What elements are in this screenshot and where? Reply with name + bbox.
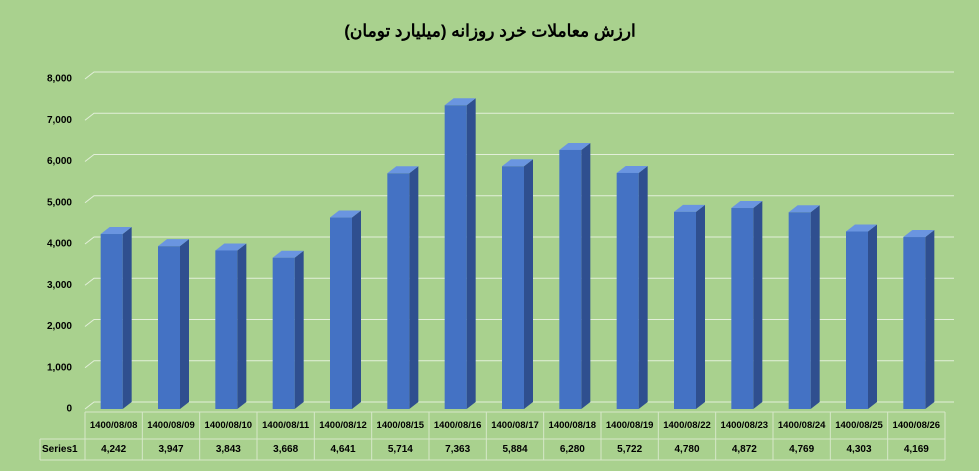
bar-top (158, 239, 189, 247)
bar-top (215, 243, 247, 251)
x-tick-label: 1400/08/16 (434, 420, 482, 431)
legend-label: Series1 (42, 444, 78, 455)
x-tick-label: 1400/08/22 (663, 420, 711, 431)
x-tick-label: 1400/08/23 (721, 420, 769, 431)
bar-top (616, 165, 648, 173)
grid-line (84, 195, 954, 204)
x-tick-label: 1400/08/24 (778, 420, 826, 431)
bar-side (352, 210, 361, 409)
bar-top (903, 230, 935, 238)
x-tick-label: 1400/08/12 (319, 420, 367, 431)
y-tick-label: 6,000 (47, 156, 72, 167)
grid-line (84, 112, 954, 121)
bar (330, 217, 352, 409)
grid-line (84, 277, 954, 286)
bar-side (810, 205, 820, 409)
bar (731, 208, 754, 409)
bar-top (559, 142, 591, 150)
bar (846, 231, 868, 409)
data-label: 4,780 (674, 444, 699, 455)
bar-top (330, 210, 361, 218)
x-tick-label: 1400/08/18 (549, 420, 597, 431)
x-tick-label: 1400/08/15 (377, 420, 425, 431)
grid-line (84, 319, 954, 327)
y-tick-label: 4,000 (47, 239, 72, 250)
data-label: 4,242 (101, 444, 126, 455)
data-label: 4,303 (846, 444, 871, 455)
y-tick-label: 8,000 (47, 74, 72, 85)
bar-top (788, 205, 820, 213)
x-tick-label: 1400/08/26 (893, 420, 941, 431)
y-tick-label: 0 (66, 404, 72, 415)
bar (903, 237, 926, 409)
x-tick-label: 1400/08/09 (147, 420, 195, 431)
data-label: 5,714 (388, 444, 413, 455)
bar (100, 234, 123, 409)
x-tick-label: 1400/08/17 (491, 420, 539, 431)
bar-top (731, 201, 763, 209)
data-label: 4,641 (330, 444, 355, 455)
y-tick-label: 3,000 (47, 280, 72, 291)
bar-side (409, 166, 419, 409)
bar (387, 173, 410, 409)
bar-side (868, 224, 877, 409)
data-label: 7,363 (445, 444, 470, 455)
bar (272, 257, 295, 409)
bar (788, 212, 811, 409)
bar-top (444, 98, 476, 106)
x-tick-label: 1400/08/10 (205, 420, 253, 431)
grid-line (84, 360, 954, 369)
bar-top (502, 159, 533, 167)
bar-side (581, 142, 591, 409)
y-tick-label: 7,000 (47, 115, 72, 126)
bar-side (753, 201, 763, 409)
x-tick-label: 1400/08/19 (606, 420, 654, 431)
data-label: 5,722 (617, 444, 642, 455)
x-tick-label: 1400/08/11 (262, 420, 310, 431)
data-label: 6,280 (560, 444, 585, 455)
bar (616, 172, 639, 409)
x-tick-label: 1400/08/08 (90, 420, 138, 431)
data-label: 3,947 (158, 444, 183, 455)
bar-side (524, 159, 533, 409)
bar-side (466, 98, 476, 410)
data-label: 4,169 (904, 444, 929, 455)
grid-line (84, 401, 954, 410)
bar-side (696, 204, 705, 409)
data-label: 3,668 (273, 444, 298, 455)
bar-top (272, 250, 304, 258)
grid-line (84, 236, 954, 245)
data-label: 4,769 (789, 444, 814, 455)
y-tick-label: 5,000 (47, 197, 72, 208)
bar (158, 246, 180, 409)
bar-top (387, 166, 419, 174)
data-label: 3,843 (216, 444, 241, 455)
bar (674, 211, 696, 409)
x-tick-label: 1400/08/25 (835, 420, 883, 431)
bar (444, 105, 467, 410)
bar-side (122, 227, 132, 409)
bar (559, 149, 582, 409)
bar-side (638, 165, 648, 409)
bar-side (925, 230, 935, 409)
chart-title: ارزش معاملات خرد روزانه (میلیارد تومان) (344, 21, 635, 41)
bar (502, 166, 524, 409)
y-tick-label: 1,000 (47, 362, 72, 373)
bar-top (674, 204, 705, 212)
grid-line (84, 154, 954, 162)
bar-top (846, 224, 877, 232)
data-label: 5,884 (502, 444, 527, 455)
y-tick-label: 2,000 (47, 321, 72, 332)
bar (215, 250, 238, 409)
bar-side (294, 250, 304, 409)
bar-side (237, 243, 247, 409)
grid-line (84, 71, 954, 80)
data-label: 4,872 (732, 444, 757, 455)
bar-top (100, 227, 132, 235)
bar-side (180, 239, 189, 409)
